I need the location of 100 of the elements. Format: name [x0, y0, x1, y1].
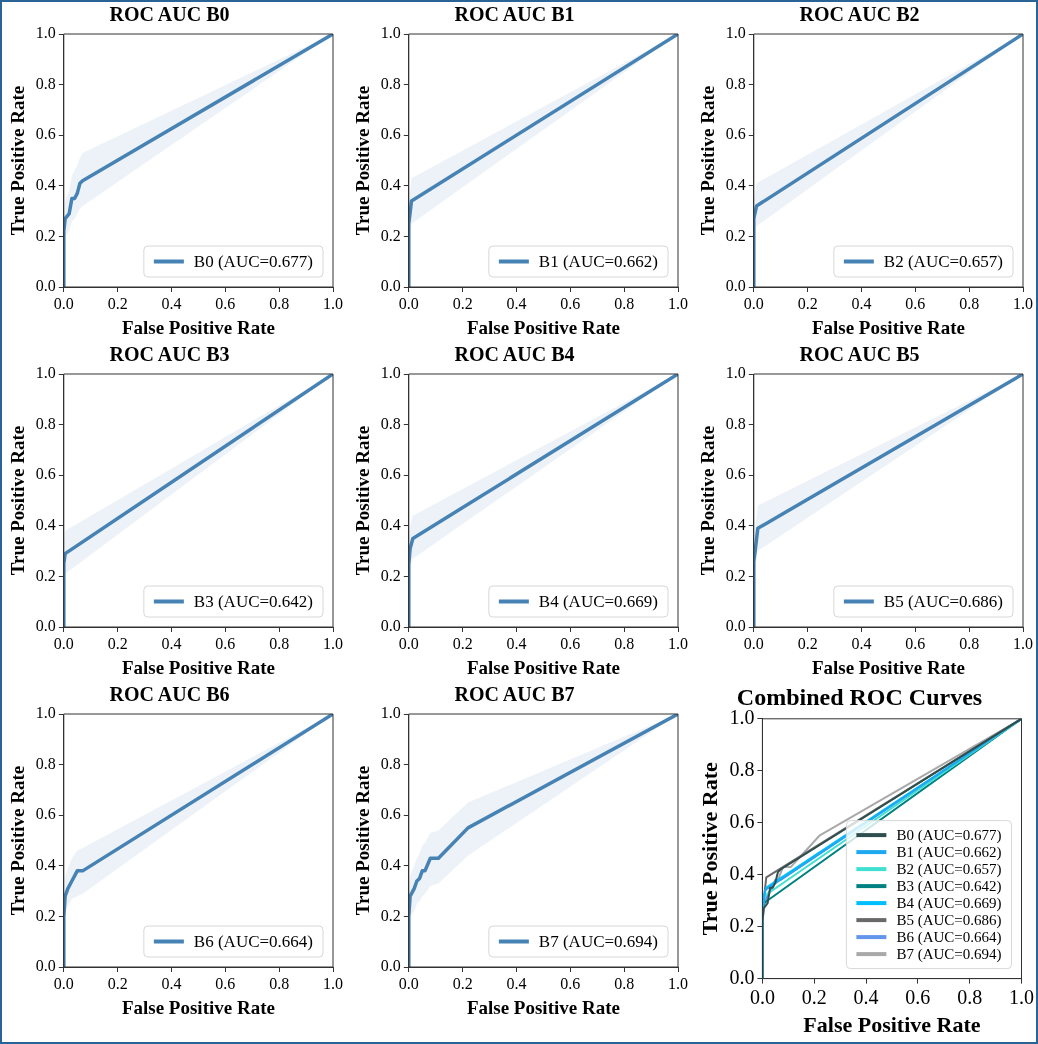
x-axis-title: False Positive Rate: [121, 656, 275, 678]
x-axis-title: False Positive Rate: [121, 316, 275, 338]
x-tick-label: 0.8: [269, 634, 290, 652]
y-tick-label: 0.4: [380, 176, 401, 193]
legend-label: B3 (AUC=0.642): [193, 591, 314, 611]
x-tick-label: 0.0: [53, 634, 74, 652]
y-tick-label: 1.0: [725, 364, 746, 382]
x-axis-title: False Positive Rate: [466, 656, 620, 678]
x-tick-label: 0.6: [905, 985, 931, 1008]
chart-title: ROC AUC B7: [454, 683, 575, 706]
chart-title: ROC AUC B0: [109, 3, 230, 26]
x-tick-label: 0.2: [452, 634, 473, 652]
y-tick-label: 0.2: [380, 906, 401, 924]
y-tick-label: 0.8: [725, 414, 746, 432]
x-tick-label: 0.2: [452, 974, 473, 992]
x-tick-label: 0.8: [614, 294, 635, 312]
legend-label: B5 (AUC=0.686): [896, 912, 1002, 930]
y-tick-label: 1.0: [725, 24, 746, 42]
y-tick-label: 0.8: [725, 74, 746, 92]
y-tick-label: 0.0: [380, 957, 401, 975]
y-tick-label: 0.2: [725, 226, 746, 244]
x-axis-title: False Positive Rate: [466, 996, 620, 1018]
y-tick-label: 0.4: [380, 856, 401, 873]
y-tick-label: 0.8: [380, 754, 401, 772]
chart-title: ROC AUC B4: [454, 343, 575, 366]
x-tick-label: 0.4: [161, 634, 182, 652]
x-tick-label: 0.2: [452, 294, 473, 312]
x-tick-label: 0.6: [560, 634, 581, 652]
x-tick-label: 0.6: [560, 974, 581, 992]
y-tick-label: 0.8: [35, 414, 56, 432]
y-tick-label: 0.4: [725, 516, 746, 533]
x-tick-label: 0.8: [957, 985, 983, 1008]
x-tick-label: 0.2: [107, 974, 128, 992]
y-tick-label: 0.6: [729, 809, 755, 832]
legend-label: B1 (AUC=0.662): [896, 844, 1002, 862]
x-tick-label: 0.0: [398, 634, 419, 652]
x-tick-label: 1.0: [323, 634, 343, 652]
y-tick-label: 0.2: [35, 226, 56, 244]
x-tick-label: 0.2: [797, 634, 818, 652]
x-tick-label: 0.0: [398, 294, 419, 312]
chart-title: ROC AUC B5: [799, 343, 920, 366]
y-tick-label: 0.6: [35, 805, 56, 823]
x-tick-label: 0.6: [905, 634, 926, 652]
chart-title: ROC AUC B3: [109, 343, 230, 366]
y-tick-label: 0.2: [729, 913, 755, 936]
x-tick-label: 0.4: [161, 294, 182, 312]
legend-label: B0 (AUC=0.677): [896, 827, 1002, 845]
y-tick-label: 0.6: [725, 465, 746, 483]
y-tick-label: 1.0: [380, 364, 401, 382]
y-tick-label: 0.8: [35, 754, 56, 772]
legend-label: B7 (AUC=0.694): [896, 946, 1002, 964]
y-tick-label: 1.0: [35, 704, 56, 722]
y-axis-title: True Positive Rate: [7, 765, 29, 916]
y-tick-label: 0.2: [35, 566, 56, 584]
y-tick-label: 0.0: [35, 957, 56, 975]
x-tick-label: 0.2: [107, 294, 128, 312]
y-tick-label: 0.0: [725, 617, 746, 635]
y-tick-label: 0.8: [380, 414, 401, 432]
x-axis-title: False Positive Rate: [466, 316, 620, 338]
x-tick-label: 1.0: [1009, 985, 1034, 1008]
y-axis-title: True Positive Rate: [7, 85, 29, 236]
x-tick-label: 1.0: [1013, 294, 1033, 312]
x-tick-label: 0.8: [959, 294, 980, 312]
x-tick-label: 0.6: [215, 294, 236, 312]
x-axis-title: False Positive Rate: [803, 1012, 981, 1038]
y-tick-label: 1.0: [380, 704, 401, 722]
y-tick-label: 1.0: [35, 24, 56, 42]
y-tick-label: 0.8: [380, 74, 401, 92]
x-tick-label: 0.8: [959, 634, 980, 652]
y-tick-label: 0.4: [35, 176, 56, 193]
x-tick-label: 0.4: [161, 974, 182, 992]
y-axis-title: True Positive Rate: [697, 85, 719, 236]
y-tick-label: 0.4: [380, 516, 401, 533]
x-tick-label: 0.0: [749, 985, 775, 1008]
x-tick-label: 0.4: [506, 634, 527, 652]
y-axis-title: True Positive Rate: [7, 425, 29, 576]
y-tick-label: 1.0: [380, 24, 401, 42]
y-tick-label: 0.0: [380, 617, 401, 635]
x-tick-label: 0.2: [107, 634, 128, 652]
x-axis-title: False Positive Rate: [811, 656, 965, 678]
y-tick-label: 0.6: [380, 465, 401, 483]
y-tick-label: 0.2: [725, 566, 746, 584]
x-tick-label: 0.6: [215, 974, 236, 992]
y-tick-label: 0.6: [380, 125, 401, 143]
y-tick-label: 0.2: [35, 906, 56, 924]
y-axis-title: True Positive Rate: [352, 85, 374, 236]
y-axis-title: True Positive Rate: [697, 425, 719, 576]
y-tick-label: 0.6: [35, 125, 56, 143]
x-tick-label: 1.0: [323, 974, 343, 992]
y-tick-label: 0.2: [380, 566, 401, 584]
y-tick-label: 0.0: [35, 277, 56, 295]
x-tick-label: 1.0: [668, 974, 688, 992]
y-tick-label: 0.0: [35, 617, 56, 635]
legend-label: B1 (AUC=0.662): [538, 251, 659, 271]
y-tick-label: 0.2: [380, 226, 401, 244]
legend-label: B4 (AUC=0.669): [538, 591, 659, 611]
x-tick-label: 0.4: [851, 634, 872, 652]
x-tick-label: 0.0: [398, 974, 419, 992]
legend-label: B5 (AUC=0.686): [883, 591, 1004, 611]
x-tick-label: 0.4: [853, 985, 879, 1008]
